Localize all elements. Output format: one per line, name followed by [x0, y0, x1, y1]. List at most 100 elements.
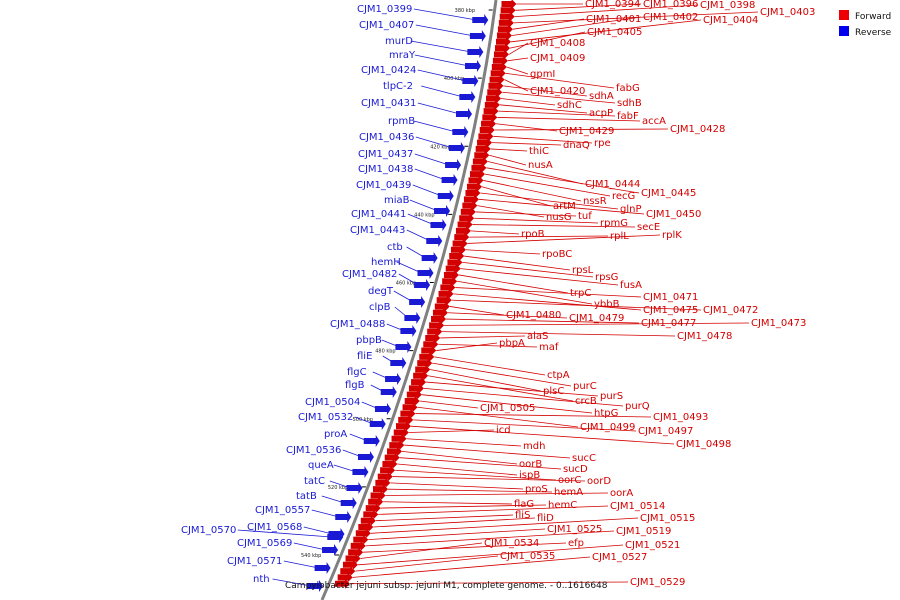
forward-gene-arrow: [389, 440, 405, 451]
forward-gene-arrow: [391, 433, 407, 444]
forward-gene-label: CJM1_0477: [641, 318, 696, 329]
forward-gene-arrow: [491, 62, 507, 73]
forward-gene-arrow: [429, 320, 445, 331]
forward-gene-arrow: [460, 206, 476, 217]
forward-gene-arrow: [427, 326, 443, 337]
forward-gene-label: purS: [600, 391, 623, 402]
forward-gene-label: ybbB: [594, 299, 620, 310]
forward-gene-label: efp: [568, 538, 584, 549]
forward-leader-line: [465, 249, 541, 255]
reverse-gene-arrow: [467, 46, 484, 58]
forward-leader-line: [392, 476, 586, 482]
reverse-gene-arrow: [462, 75, 479, 87]
forward-leader-line: [477, 205, 545, 218]
reverse-leader-line: [414, 168, 446, 181]
forward-leader-line: [484, 173, 611, 197]
forward-gene-arrow: [348, 547, 364, 558]
forward-gene-arrow: [345, 553, 361, 564]
forward-leader-line: [509, 31, 586, 49]
legend-reverse-swatch: [839, 26, 849, 36]
forward-leader-line: [406, 438, 522, 447]
kbp-tick-label: 460 kbp: [396, 281, 416, 287]
forward-gene-label: CJM1_0401: [586, 14, 641, 25]
forward-gene-arrow: [449, 251, 465, 262]
reverse-gene-label: rpmB: [388, 116, 415, 127]
kbp-tick-label: 400 kbp: [444, 76, 464, 82]
reverse-gene-label: CJM1_0439: [356, 180, 411, 191]
forward-gene-label: CJM1_0479: [569, 313, 624, 324]
forward-gene-arrow: [496, 30, 512, 41]
forward-gene-label: CJM1_0398: [700, 0, 755, 11]
reverse-gene-label: hemH: [371, 257, 401, 268]
forward-leader-line: [399, 457, 562, 470]
reverse-leader-line: [237, 529, 332, 538]
reverse-gene-arrow: [445, 159, 462, 171]
forward-leader-line: [451, 299, 702, 311]
forward-gene-arrow: [411, 377, 427, 388]
forward-gene-labels: CJM1_0394 CJM1_0396 CJM1_0398CJM1_0403CJM1…: [480, 0, 815, 588]
forward-leader-line: [505, 72, 615, 89]
reverse-gene-arrow: [395, 341, 412, 353]
forward-leader-line: [515, 3, 642, 11]
forward-gene-arrow: [477, 137, 493, 148]
forward-gene-label: hemA: [554, 487, 583, 498]
forward-leader-line: [365, 530, 615, 547]
reverse-gene-label: mraY: [389, 50, 416, 61]
forward-leader-line: [492, 142, 562, 146]
forward-leader-line: [499, 104, 588, 114]
forward-leader-line: [493, 135, 593, 144]
reverse-gene-label: tatB: [296, 491, 317, 502]
reverse-leader-line: [413, 8, 477, 21]
forward-gene-arrow: [400, 408, 416, 419]
forward-gene-label: accA: [642, 116, 666, 127]
forward-gene-arrow: [353, 534, 369, 545]
reverse-gene-label: CJM1_0482: [342, 269, 397, 280]
reverse-gene-label: CJM1_0568: [247, 522, 302, 533]
forward-gene-label: ctpA: [547, 370, 570, 381]
forward-leader-line: [453, 293, 642, 311]
reverse-gene-arrow: [459, 91, 476, 103]
forward-gene-arrow: [498, 17, 514, 28]
legend-forward-swatch: [839, 10, 849, 20]
forward-gene-label: gpmI: [530, 69, 555, 80]
reverse-gene-label: CJM1_0570: [181, 525, 236, 536]
forward-gene-label: fabF: [617, 111, 639, 122]
forward-leader-line: [449, 306, 505, 316]
forward-gene-arrow: [438, 288, 454, 299]
legend-reverse-label: Reverse: [855, 28, 892, 38]
forward-gene-label: alaS: [527, 331, 548, 342]
forward-gene-arrow: [432, 307, 448, 318]
forward-gene-arrow: [482, 112, 498, 123]
forward-leader-line: [447, 312, 568, 319]
forward-gene-arrow: [499, 11, 515, 22]
forward-leader-line: [486, 167, 640, 194]
forward-gene-arrow: [442, 276, 458, 287]
forward-gene-arrow: [358, 521, 374, 532]
forward-gene-arrow: [406, 389, 422, 400]
forward-leader-line: [387, 488, 553, 493]
reverse-gene-label: ctb: [387, 242, 403, 253]
reverse-gene-label: CJM1_0399: [357, 4, 412, 15]
reverse-gene-arrow: [335, 511, 352, 523]
reverse-gene-arrow: [369, 418, 386, 430]
forward-leader-line: [457, 280, 593, 305]
forward-gene-arrow: [431, 314, 447, 325]
reverse-gene-arrow: [441, 174, 458, 186]
forward-gene-label: ispB: [519, 470, 540, 481]
forward-gene-label: CJM1_0529: [630, 577, 685, 588]
reverse-gene-arrow: [430, 219, 447, 231]
forward-gene-arrow: [384, 452, 400, 463]
forward-leader-line: [464, 255, 571, 271]
reverse-gene-labels: CJM1_0399 CJM1_0407 murD mraY CJM1_0424 tlpC-…: [181, 4, 416, 585]
reverse-leader-line: [407, 213, 435, 226]
forward-gene-label: CJM1_0497: [638, 426, 693, 437]
reverse-gene-arrow: [448, 142, 465, 154]
forward-gene-arrow: [457, 219, 473, 230]
forward-gene-arrow: [443, 269, 459, 280]
forward-gene-label: oorD: [587, 476, 611, 487]
reverse-gene-label: fliE: [357, 351, 372, 362]
forward-gene-label: oorC: [558, 475, 581, 486]
forward-leader-line: [419, 400, 479, 409]
forward-leader-line: [410, 425, 675, 445]
